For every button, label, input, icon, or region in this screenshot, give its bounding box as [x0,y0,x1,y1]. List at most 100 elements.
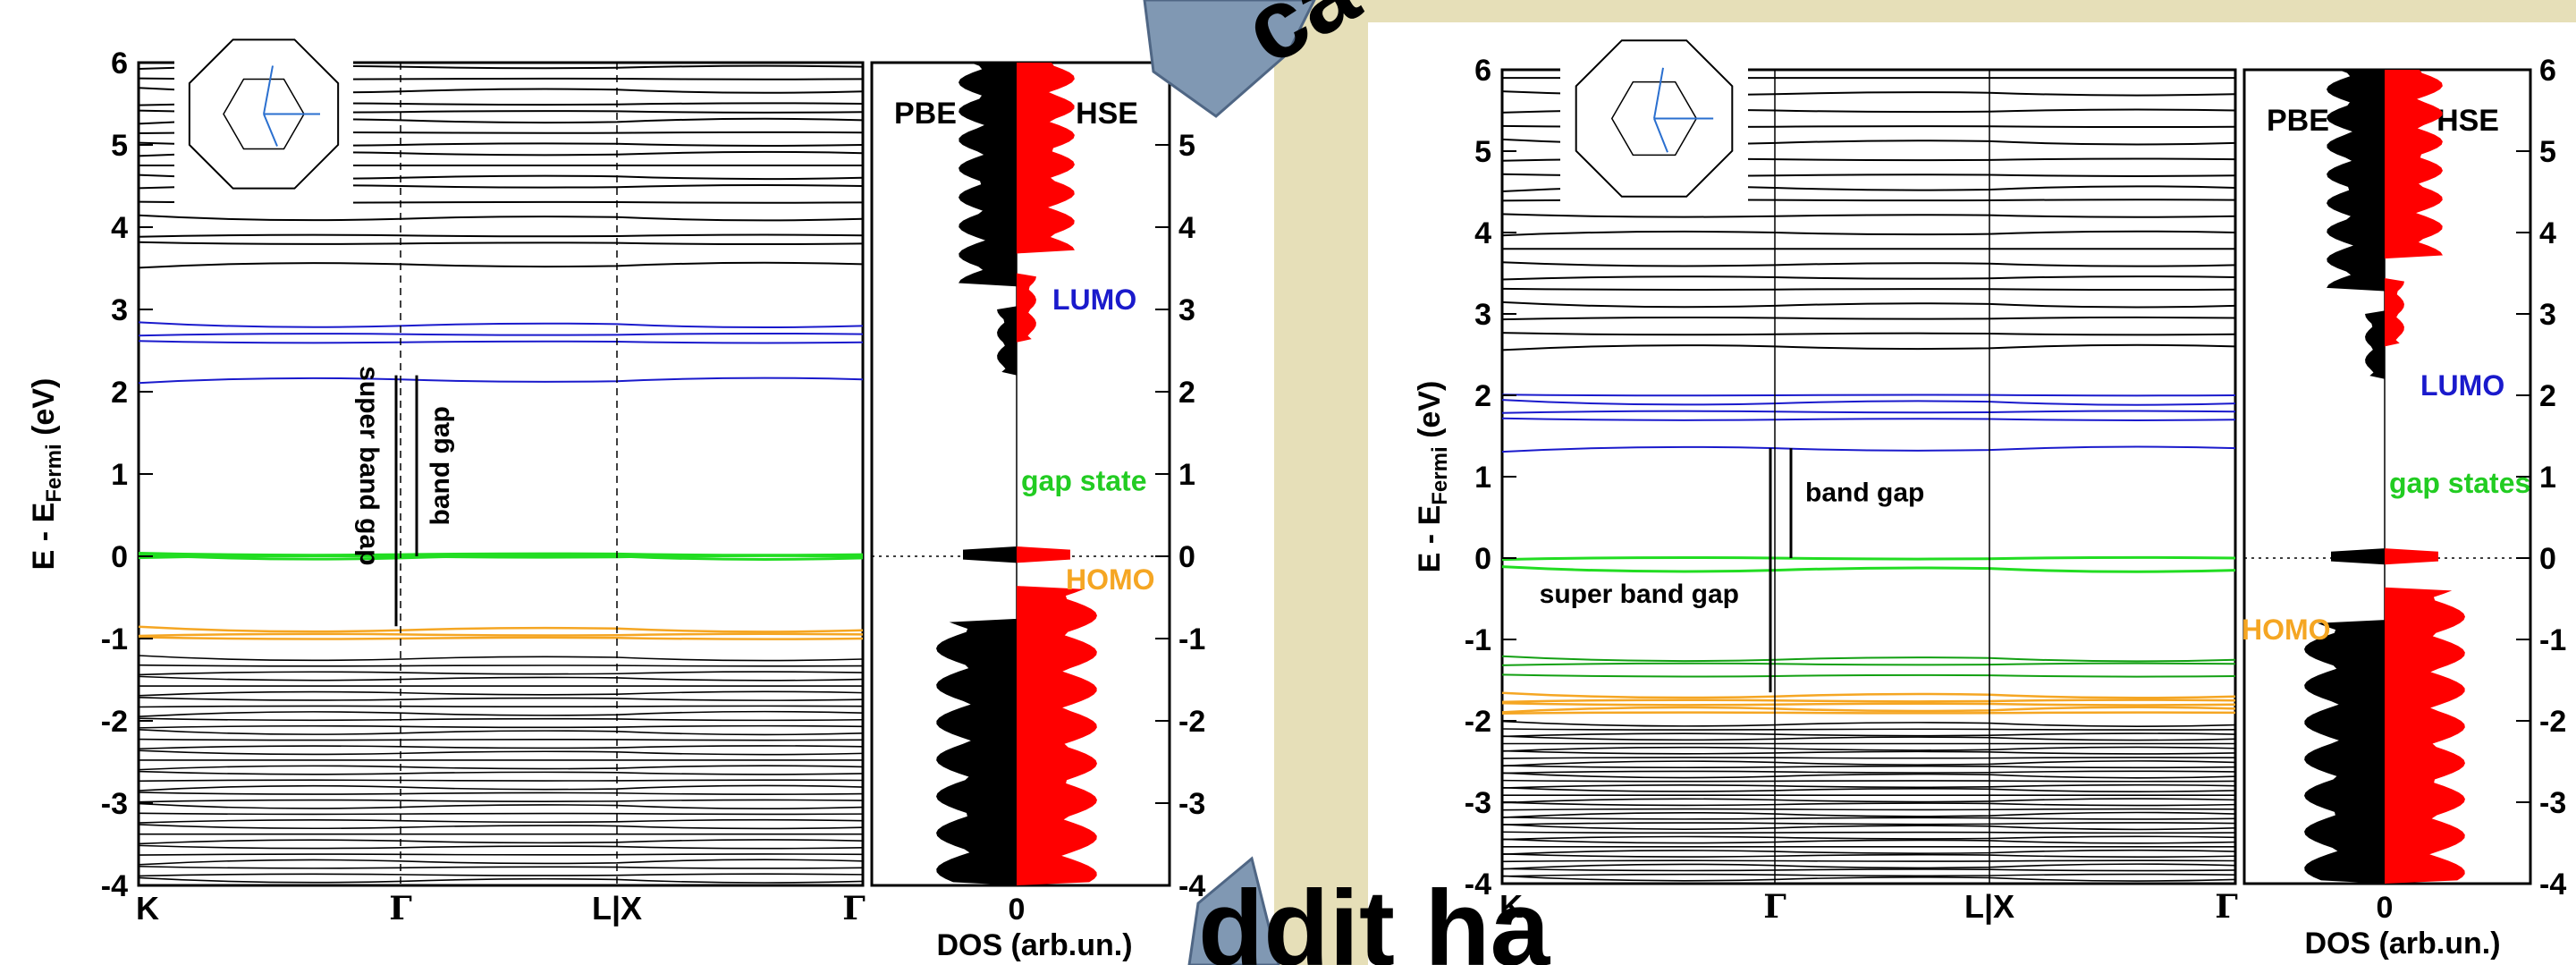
kpath-label-1: Γ [1763,888,1786,926]
valence-band-22 [1501,772,2236,779]
blue-arrow-shape-top [1143,0,1316,118]
valence-band-27 [138,696,864,701]
label-super-band-gap: super band gap [354,366,384,565]
kpath-label-3: Γ [842,890,866,927]
valence-band-21 [1501,779,2236,783]
band-structure-panel-2: -4 -4 -3 -3 -2 -2 -1 -1 0 0 1 1 2 2 3 3 4 4 5 5 6 6 E - EFermi… [1413,22,2566,961]
valence-band-19 [1501,786,2236,792]
gap-state-band-0 [138,553,864,561]
valence-band-4 [1501,859,2236,863]
valence-band-33 [138,655,864,662]
valence-band-12 [138,799,864,803]
ytick-right-label: 2 [1178,376,1195,410]
ytick-left-label: -4 [1465,868,1491,902]
kpath-label-0: K [1499,888,1523,925]
dos-hse-curve [2385,70,2465,884]
valence-band-23 [1501,770,2236,775]
annotation-lumo: LUMO [1052,284,1136,316]
kpath-label-0: K [136,890,159,927]
valence-band-32 [1501,728,2236,731]
valence-band-14 [1501,811,2236,818]
ytick-right-label: -1 [1178,622,1205,656]
valence-band-31 [1501,732,2236,738]
dos-series-label-hse: HSE [1076,97,1138,131]
valence-band-20 [138,745,864,750]
annotation-homo: HOMO [2242,614,2331,646]
brillouin-axis-l [263,65,274,114]
homo-band-1 [138,632,864,638]
homo-band-2 [138,636,864,640]
valence-band-24 [1501,765,2236,769]
homo-band-0 [1501,691,2236,699]
ytick-left-label: 1 [1474,461,1491,495]
ytick-left-label: 1 [111,458,128,492]
valence-band-33 [1501,720,2236,727]
conduction-band-6 [1501,261,2236,267]
valence-band-16 [1501,801,2236,807]
y-axis-label: E - EFermi (eV) [27,378,66,571]
valence-band-19 [138,749,864,756]
valence-band-8 [1501,838,2236,844]
valence-band-15 [1501,808,2236,811]
ytick-left-label: -2 [1465,705,1491,739]
brillouin-zone-inset [174,18,353,210]
conduction-band-2 [1501,316,2236,321]
label-super-band-gap: super band gap [1540,580,1739,609]
conduction-band-5 [1501,275,2236,281]
ytick-left-label: -4 [101,869,128,903]
valence-band-31 [138,671,864,676]
ytick-left-label: 5 [111,129,128,163]
valence-band-6 [138,839,864,845]
ytick-left-label: -3 [101,787,128,821]
ytick-right-label: 3 [1178,293,1195,327]
ytick-left-label: 6 [1474,54,1491,88]
homo-band-1 [1501,698,2236,704]
ytick-left-label: 4 [111,211,128,245]
ytick-right-label: 3 [2539,298,2556,332]
lumo-band-3 [138,321,864,328]
dos-xlabel: DOS (arb.un.) [936,928,1132,962]
valence-band-23 [138,724,864,729]
conduction-band-1 [138,241,864,246]
homo-band-2 [1501,701,2236,707]
valence-band-28 [1501,746,2236,752]
valence-band-10 [138,812,864,816]
ytick-right-label: 0 [2539,542,2556,576]
brillouin-axis-k [1653,118,1668,153]
ytick-left-label: 0 [111,540,128,574]
valence-band-13 [1501,816,2236,820]
valence-band-1 [1501,873,2236,877]
kpath-label-2: L|X [1964,888,2014,926]
ytick-left-label: -1 [101,622,128,656]
ytick-left-label: -1 [1465,623,1491,657]
dos-pbe-curve [2304,70,2385,884]
ytick-right-label: 5 [1178,129,1195,163]
valence-band-5 [1501,853,2236,859]
ytick-right-label: 4 [2539,216,2556,250]
conduction-band-3 [138,214,864,222]
valence-band-4 [138,853,864,856]
valence-band-32 [138,664,864,667]
valence-band-8 [138,824,864,830]
lumo-band-2 [138,332,864,337]
conduction-band-8 [1501,230,2236,237]
conduction-band-1 [1501,332,2236,336]
valence-band-0 [1501,875,2236,882]
valence-band-1 [138,873,864,877]
valence-band-6 [1501,849,2236,856]
valence-band-26 [138,705,864,708]
lumo-band-3 [1501,399,2236,406]
ytick-right-label: 1 [2539,461,2556,495]
overlay-text-bottom: ddit ha [1198,868,1551,965]
ytick-right-label: -3 [1178,787,1205,821]
dos-series-label-hse: HSE [2437,104,2499,138]
gap-state-deep-band-1 [1501,662,2236,666]
dos-series-label-pbe: PBE [2267,104,2329,138]
ytick-left-label: 4 [1474,216,1491,250]
ytick-right-label: 0 [1178,540,1195,574]
valence-band-5 [138,844,864,850]
blue-arrow-shape-bottom [1187,856,1280,965]
gap-state-band-0 [1501,565,2236,573]
